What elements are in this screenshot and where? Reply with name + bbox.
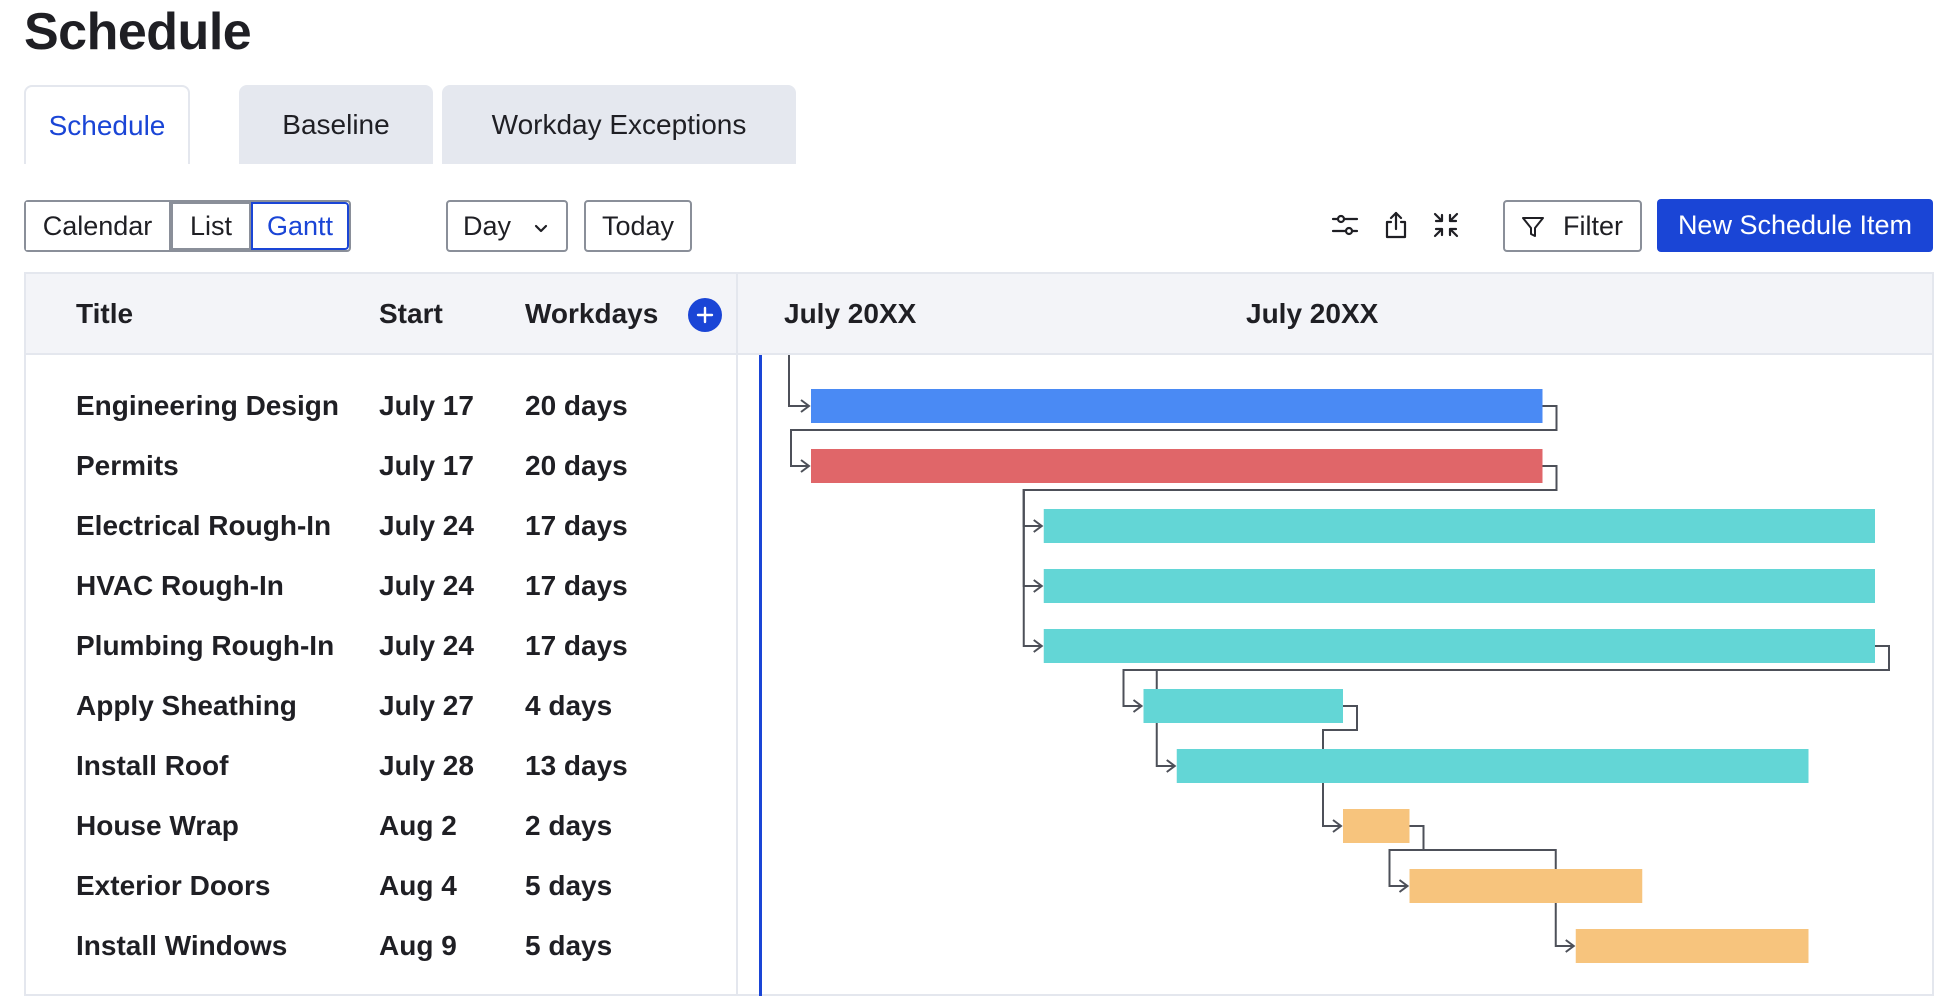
row-start: Aug 2: [379, 810, 457, 841]
table-row[interactable]: HVAC Rough-In July 24 17 days: [26, 556, 736, 616]
gantt-view-button[interactable]: Gantt: [251, 202, 349, 250]
collapse-icon[interactable]: [1426, 205, 1466, 245]
row-title: HVAC Rough-In: [76, 570, 284, 601]
dependency-connector: [1322, 705, 1358, 827]
gantt-bar[interactable]: [1143, 689, 1344, 723]
zoom-select[interactable]: Day: [446, 200, 568, 252]
dependency-connector: [788, 355, 809, 407]
dependency-arrow: [1033, 639, 1044, 653]
row-workdays: 20 days: [525, 450, 628, 481]
column-header-workdays[interactable]: Workdays: [525, 298, 659, 329]
grid-header: Title Start Workdays July 20XX July 20XX: [26, 274, 1932, 355]
dependency-connector: [1022, 465, 1558, 647]
view-switcher: Calendar List Gantt: [24, 200, 351, 252]
dependency-arrow: [1332, 819, 1343, 833]
row-start: July 17: [379, 390, 474, 421]
tab-schedule[interactable]: Schedule: [24, 85, 190, 164]
column-header-start[interactable]: Start: [379, 298, 443, 329]
dependency-connector: [1155, 645, 1890, 767]
row-title: Electrical Rough-In: [76, 510, 332, 541]
timeline-month-label: July 20XX: [784, 298, 917, 329]
gantt-bar[interactable]: [1409, 869, 1643, 903]
row-workdays: 5 days: [525, 930, 613, 961]
row-title: Install Roof: [76, 750, 229, 781]
gantt-bar[interactable]: [1343, 809, 1410, 843]
gantt-chart: [788, 355, 1890, 963]
table-row[interactable]: Engineering Design July 17 20 days: [26, 376, 736, 436]
row-start: July 24: [379, 570, 474, 601]
row-title: Install Windows: [76, 930, 288, 961]
page-title: Schedule: [24, 3, 252, 61]
settings-sliders-icon[interactable]: [1325, 205, 1365, 245]
row-title: Permits: [76, 450, 179, 481]
row-start: July 27: [379, 690, 474, 721]
row-start: July 17: [379, 450, 474, 481]
dependency-arrow: [1033, 579, 1044, 593]
gantt-bar[interactable]: [1043, 509, 1875, 543]
dependency-connector: [790, 405, 1558, 467]
zoom-select-value: Day: [463, 210, 512, 241]
filter-label: Filter: [1563, 210, 1623, 241]
row-title: Exterior Doors: [76, 870, 271, 901]
row-workdays: 17 days: [525, 630, 628, 661]
table-row[interactable]: Electrical Rough-In July 24 17 days: [26, 496, 736, 556]
new-schedule-item-button[interactable]: New Schedule Item: [1657, 199, 1933, 252]
row-workdays: 4 days: [525, 690, 613, 721]
dependency-arrow: [1166, 759, 1177, 773]
row-workdays: 17 days: [525, 570, 628, 601]
table-row[interactable]: Plumbing Rough-In July 24 17 days: [26, 616, 736, 676]
row-workdays: 5 days: [525, 870, 613, 901]
list-view-button[interactable]: List: [171, 202, 251, 250]
gantt-bar[interactable]: [1176, 749, 1809, 783]
plus-icon: [696, 306, 714, 324]
today-button[interactable]: Today: [584, 200, 692, 252]
row-title: House Wrap: [76, 810, 239, 841]
gantt-bar[interactable]: [1575, 929, 1809, 963]
row-title: Plumbing Rough-In: [76, 630, 335, 661]
filter-icon: [1520, 214, 1546, 247]
dependency-arrow: [1132, 699, 1144, 713]
gantt-bar[interactable]: [1043, 629, 1875, 663]
row-start: July 24: [379, 630, 474, 661]
add-column-button[interactable]: [688, 298, 722, 332]
dependency-arrow: [800, 459, 811, 473]
table-row[interactable]: Install Windows Aug 9 5 days: [26, 916, 736, 976]
dependency-arrow: [1398, 879, 1410, 893]
dependency-arrow: [800, 399, 811, 413]
filter-button[interactable]: Filter: [1503, 200, 1642, 252]
row-start: Aug 9: [379, 930, 457, 961]
table-row[interactable]: Apply Sheathing July 27 4 days: [26, 676, 736, 736]
calendar-view-button[interactable]: Calendar: [26, 202, 171, 250]
tab-workday-exceptions[interactable]: Workday Exceptions: [442, 85, 796, 164]
table-row[interactable]: Install Roof July 28 13 days: [26, 736, 736, 796]
column-header-title[interactable]: Title: [76, 298, 134, 329]
table-row[interactable]: House Wrap Aug 2 2 days: [26, 796, 736, 856]
table-row[interactable]: Exterior Doors Aug 4 5 days: [26, 856, 736, 916]
gantt-bar[interactable]: [1043, 569, 1875, 603]
tab-bar: Schedule Baseline Workday Exceptions: [24, 85, 1934, 164]
row-start: Aug 4: [379, 870, 457, 901]
row-workdays: 20 days: [525, 390, 628, 421]
share-icon[interactable]: [1376, 205, 1416, 245]
row-workdays: 17 days: [525, 510, 628, 541]
timeline-month-label: July 20XX: [1246, 298, 1379, 329]
row-workdays: 13 days: [525, 750, 628, 781]
today-marker: [759, 355, 762, 996]
table-row[interactable]: Permits July 17 20 days: [26, 436, 736, 496]
dependency-connector: [1409, 825, 1574, 947]
row-title: Apply Sheathing: [76, 690, 297, 721]
gantt-bar[interactable]: [811, 449, 1543, 483]
row-title: Engineering Design: [76, 390, 339, 421]
grid-divider: [736, 274, 738, 994]
dependency-arrow: [1565, 939, 1576, 953]
gantt-bar[interactable]: [811, 389, 1543, 423]
gantt-grid: Title Start Workdays July 20XX July 20XX…: [24, 272, 1934, 996]
dependency-arrow: [1033, 519, 1044, 533]
row-workdays: 2 days: [525, 810, 613, 841]
chevron-down-icon: [532, 214, 550, 245]
row-start: July 28: [379, 750, 474, 781]
row-start: July 24: [379, 510, 474, 541]
tab-baseline[interactable]: Baseline: [239, 85, 433, 164]
